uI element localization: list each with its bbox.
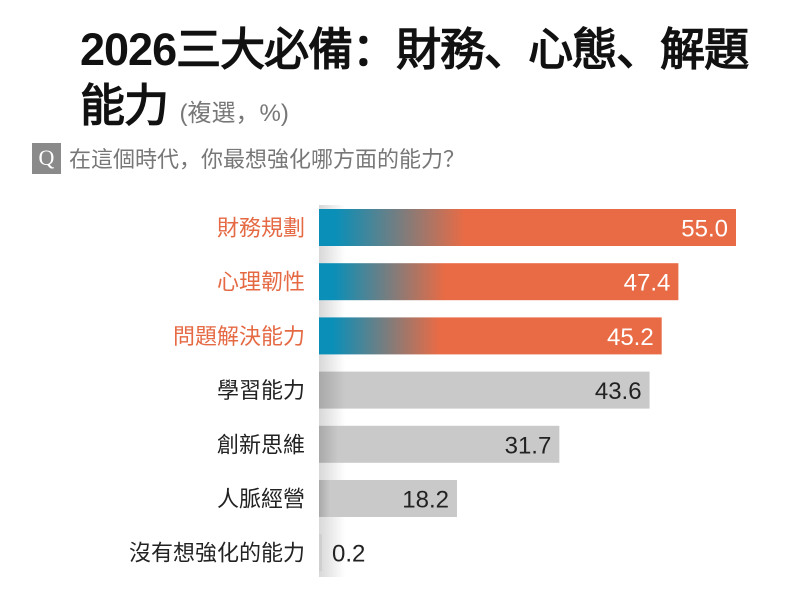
bar-0 bbox=[319, 209, 736, 246]
category-label: 創新思維 bbox=[217, 432, 305, 457]
value-label: 18.2 bbox=[402, 487, 449, 514]
category-label: 學習能力 bbox=[217, 378, 305, 403]
value-label: 0.2 bbox=[332, 541, 365, 568]
value-label: 43.6 bbox=[595, 378, 642, 405]
bar-6 bbox=[319, 534, 322, 572]
value-label: 55.0 bbox=[681, 216, 728, 243]
category-label: 心理韌性 bbox=[217, 270, 305, 295]
bar-3 bbox=[319, 371, 650, 409]
value-label: 31.7 bbox=[505, 432, 552, 459]
bar-2 bbox=[319, 317, 662, 355]
category-label: 人脈經營 bbox=[217, 487, 305, 512]
bar-5 bbox=[319, 480, 457, 517]
category-label: 問題解決能力 bbox=[173, 324, 305, 349]
value-label: 47.4 bbox=[624, 270, 671, 297]
question: Q 在這個時代，你最想強化哪方面的能力？ bbox=[32, 142, 465, 174]
question-text: 在這個時代，你最想強化哪方面的能力？ bbox=[69, 147, 466, 172]
question-marker: Q bbox=[32, 142, 61, 174]
chart-title: 2026三大必備：財務、心態、解題能力 (複選，%) bbox=[80, 24, 749, 131]
value-label: 45.2 bbox=[607, 324, 654, 351]
category-label: 沒有想強化的能力 bbox=[129, 541, 305, 566]
chart-note: (複選，%) bbox=[179, 100, 289, 127]
bar-1 bbox=[319, 263, 679, 301]
category-label: 財務規劃 bbox=[217, 216, 305, 241]
bar-4 bbox=[319, 425, 560, 463]
